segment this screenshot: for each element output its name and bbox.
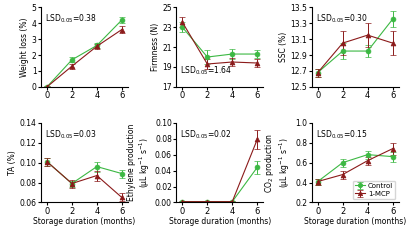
Legend: Control, 1-MCP: Control, 1-MCP <box>353 181 395 199</box>
Text: LSD$_{0.05}$=0.15: LSD$_{0.05}$=0.15 <box>316 128 368 141</box>
Y-axis label: CO$_2$ production
(μL kg$^{-1}$ s$^{-1}$): CO$_2$ production (μL kg$^{-1}$ s$^{-1}$… <box>263 133 293 193</box>
Text: LSD$_{0.05}$=1.64: LSD$_{0.05}$=1.64 <box>180 65 232 77</box>
Text: LSD$_{0.05}$=0.30: LSD$_{0.05}$=0.30 <box>316 13 368 25</box>
Y-axis label: Ethylene production
(μL kg$^{-1}$ s$^{-1}$): Ethylene production (μL kg$^{-1}$ s$^{-1… <box>127 124 152 201</box>
Y-axis label: Firmness (N): Firmness (N) <box>151 23 160 71</box>
Y-axis label: SSC (%): SSC (%) <box>279 32 288 62</box>
Y-axis label: Weight loss (%): Weight loss (%) <box>20 17 29 77</box>
X-axis label: Storage duration (months): Storage duration (months) <box>304 217 406 226</box>
Y-axis label: TA (%): TA (%) <box>8 150 17 175</box>
Text: LSD$_{0.05}$=0.38: LSD$_{0.05}$=0.38 <box>45 13 97 25</box>
X-axis label: Storage duration (months): Storage duration (months) <box>168 217 271 226</box>
Text: LSD$_{0.05}$=0.02: LSD$_{0.05}$=0.02 <box>180 128 232 141</box>
Text: LSD$_{0.05}$=0.03: LSD$_{0.05}$=0.03 <box>45 128 97 141</box>
X-axis label: Storage duration (months): Storage duration (months) <box>33 217 136 226</box>
